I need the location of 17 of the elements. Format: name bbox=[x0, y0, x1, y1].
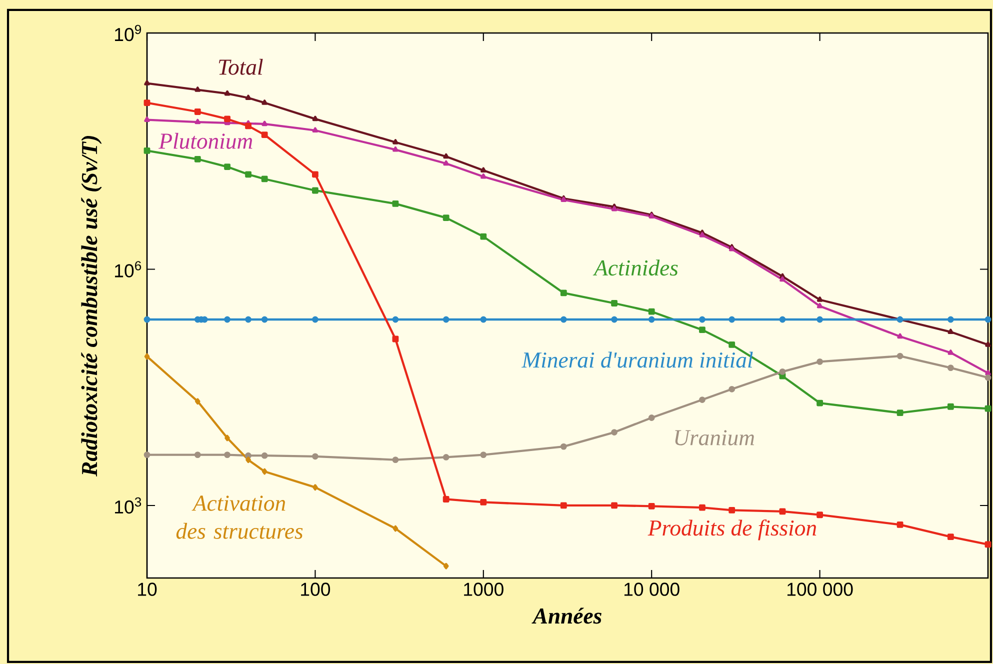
x-tick-label: 100 000 bbox=[787, 582, 853, 596]
x-tick-label: 10 000 bbox=[624, 582, 680, 596]
series-label: Plutonium bbox=[158, 132, 252, 149]
series-label: Activation des structures bbox=[176, 496, 303, 539]
x-tick-label: 10 bbox=[138, 582, 157, 596]
series-label: Total bbox=[218, 58, 263, 75]
x-axis-title: Années bbox=[532, 608, 602, 624]
series-label: Produits de fission bbox=[648, 520, 816, 540]
series-label: Uranium bbox=[675, 430, 754, 446]
series-label: Actinides bbox=[592, 260, 678, 276]
y-tick-label: 10$^{9}$ bbox=[115, 24, 142, 42]
y-tick-label: 10$^{6}$ bbox=[115, 261, 142, 278]
y-tick-label: 10$^{3}$ bbox=[115, 497, 142, 514]
x-tick-label: 100 bbox=[301, 582, 330, 596]
series-label: Minerai d'uranium initial bbox=[521, 352, 753, 368]
x-tick-label: 1000 bbox=[464, 582, 504, 596]
y-axis-title: Radiotoxicité combustible usé (Sv/T) bbox=[81, 136, 102, 476]
